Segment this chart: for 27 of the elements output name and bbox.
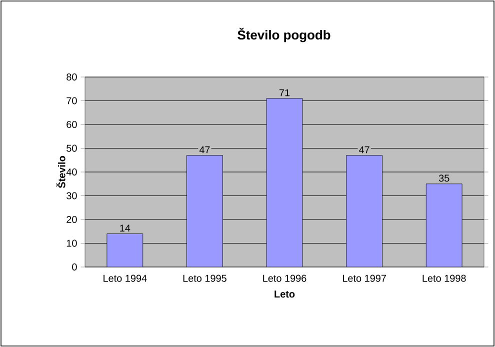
data-label: 71 bbox=[279, 89, 290, 96]
x-tick-label: Leto 1994 bbox=[104, 274, 147, 282]
x-axis-title: Leto bbox=[274, 290, 295, 298]
y-tick-label: 30 bbox=[66, 192, 77, 200]
y-tick-label: 40 bbox=[66, 168, 77, 176]
bar bbox=[186, 155, 223, 267]
y-tick-label: 10 bbox=[66, 240, 77, 247]
y-axis-title: Število bbox=[56, 156, 66, 188]
y-tick-label: 60 bbox=[66, 120, 77, 128]
bar bbox=[266, 98, 303, 267]
bar bbox=[346, 155, 382, 267]
chart-title: Število pogodb bbox=[238, 28, 330, 42]
bar bbox=[426, 184, 462, 267]
x-tick-label: Leto 1998 bbox=[422, 274, 466, 282]
bar bbox=[106, 234, 144, 267]
x-tick-label: Leto 1997 bbox=[342, 274, 386, 282]
y-tick-label: 70 bbox=[66, 97, 77, 104]
data-label: 14 bbox=[120, 224, 130, 232]
data-label: 47 bbox=[199, 146, 210, 154]
x-tick-label: Leto 1996 bbox=[263, 274, 306, 282]
y-tick-label: 50 bbox=[66, 144, 77, 152]
x-tick-label: Leto 1995 bbox=[183, 274, 226, 282]
data-label: 35 bbox=[438, 174, 450, 182]
data-label: 47 bbox=[359, 146, 370, 154]
y-tick-label: 0 bbox=[72, 263, 77, 271]
y-tick-label: 20 bbox=[66, 216, 77, 224]
y-tick-label: 80 bbox=[66, 73, 77, 81]
